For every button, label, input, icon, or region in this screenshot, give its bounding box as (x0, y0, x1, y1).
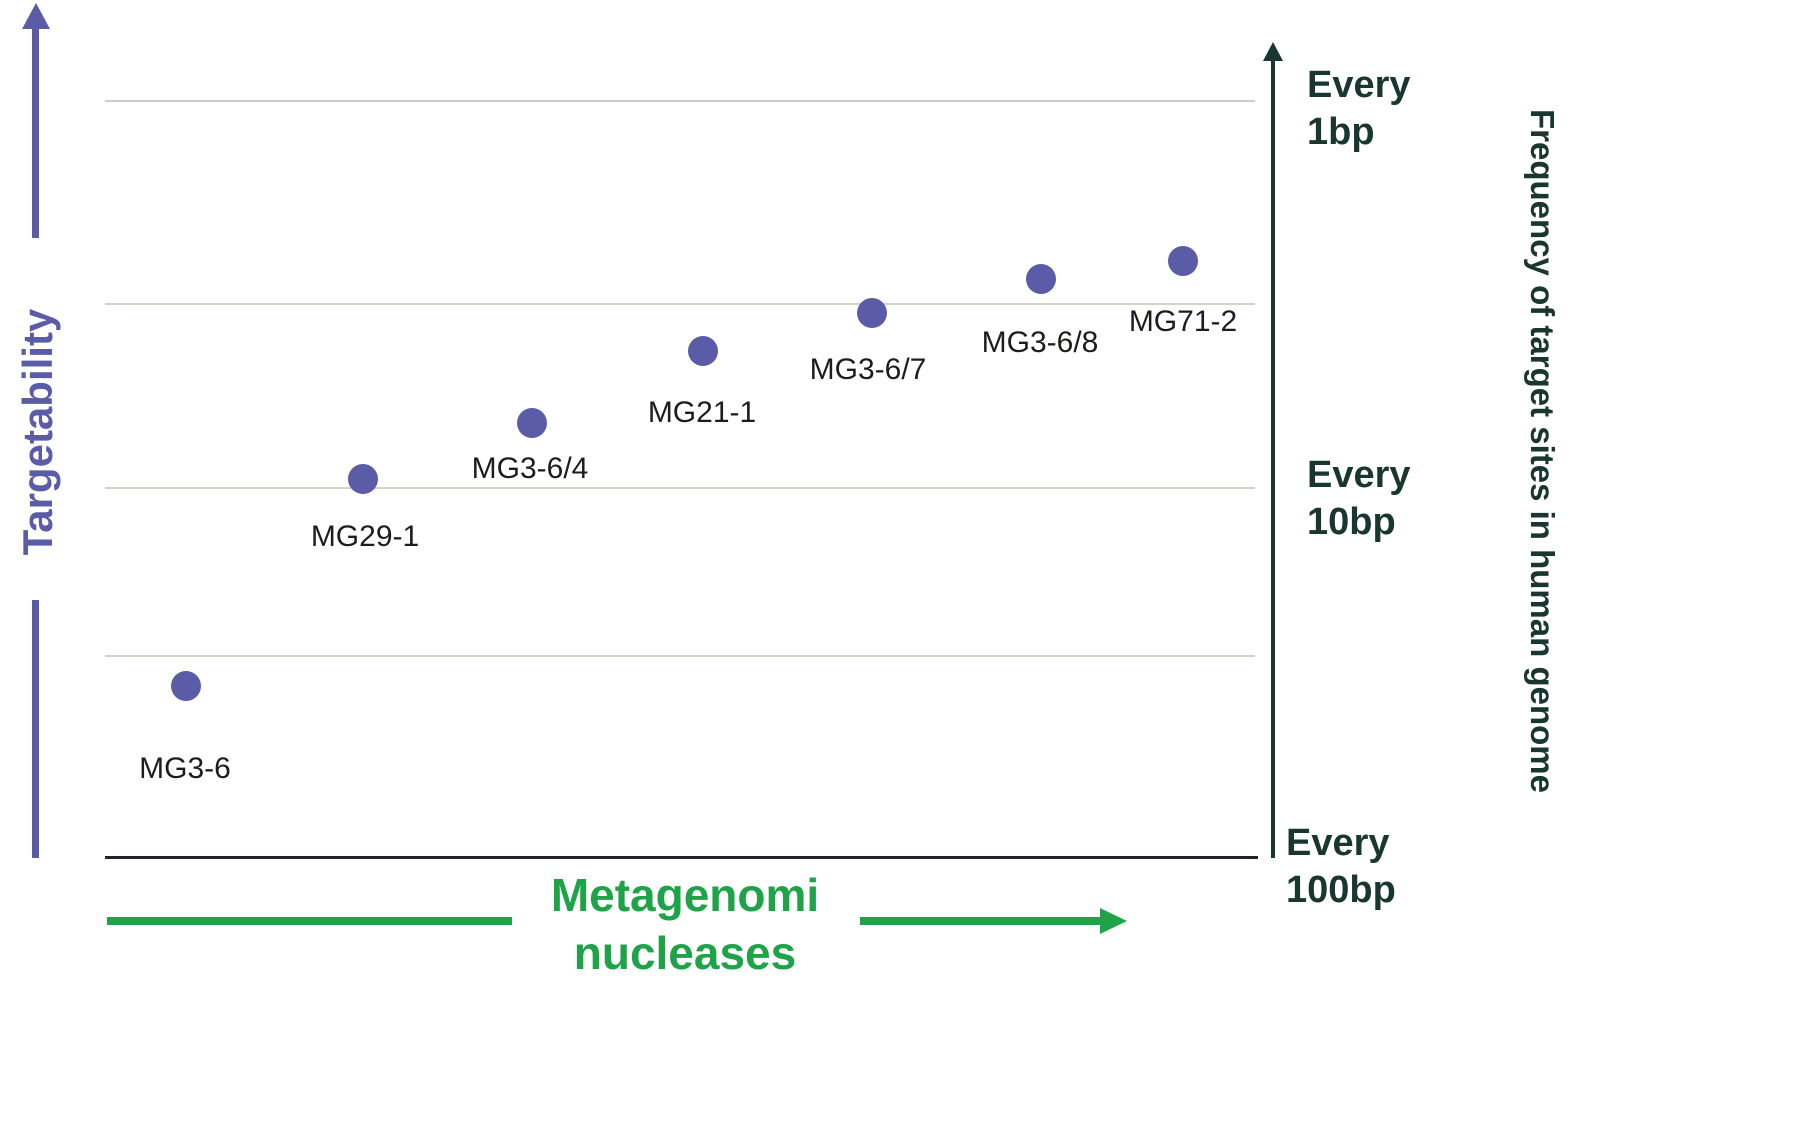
data-point-MG3-6 (171, 671, 201, 701)
data-point-label: MG3-6/7 (809, 353, 927, 386)
x-axis-green-arrow-line (860, 917, 1102, 925)
data-point-label: MG71-2 (1128, 305, 1238, 338)
tick-every-100bp: Every 100bp (1286, 820, 1396, 914)
tick-every-1bp-line2: 1bp (1307, 111, 1375, 153)
gridline (105, 100, 1255, 102)
gridline (105, 303, 1255, 305)
data-point-label: MG3-6 (139, 752, 231, 785)
x-axis-green-arrowhead-icon (1100, 908, 1127, 934)
data-point-label: MG3-6/4 (471, 452, 589, 485)
x-axis-label-line2: nucleases (573, 927, 797, 979)
gridline (105, 655, 1255, 657)
data-point-label: MG21-1 (647, 396, 757, 429)
data-point-label: MG3-6/8 (981, 326, 1099, 359)
data-point-MG71-2 (1168, 246, 1198, 276)
data-point-MG29-1 (348, 464, 378, 494)
x-axis-label-line1: Metagenomi (550, 869, 820, 921)
targetability-axis-line-upper (32, 26, 39, 238)
frequency-axis-arrowhead-icon (1263, 42, 1283, 61)
targetability-axis-line-lower (32, 600, 39, 858)
frequency-axis-line (1271, 58, 1275, 858)
right-axis-label: Frequency of target sites in human genom… (1524, 109, 1561, 793)
tick-every-1bp-line1: Every (1307, 64, 1411, 106)
tick-every-100bp-line1: Every (1286, 822, 1390, 864)
x-axis-line (105, 856, 1258, 859)
data-point-MG21-1 (688, 336, 718, 366)
tick-every-10bp-line2: 10bp (1307, 501, 1396, 543)
gridline (105, 487, 1255, 489)
x-axis-label: Metagenomi nucleases (435, 866, 935, 982)
x-axis-green-line-left (107, 917, 512, 925)
data-point-label: MG29-1 (310, 520, 420, 553)
data-point-MG3-6/4 (517, 408, 547, 438)
tick-every-1bp: Every 1bp (1307, 62, 1411, 156)
tick-every-100bp-line2: 100bp (1286, 869, 1396, 911)
tick-every-10bp: Every 10bp (1307, 452, 1411, 546)
tick-every-10bp-line1: Every (1307, 454, 1411, 496)
targetability-arrowhead-icon (22, 3, 50, 29)
data-point-MG3-6/7 (857, 298, 887, 328)
data-point-MG3-6/8 (1026, 264, 1056, 294)
